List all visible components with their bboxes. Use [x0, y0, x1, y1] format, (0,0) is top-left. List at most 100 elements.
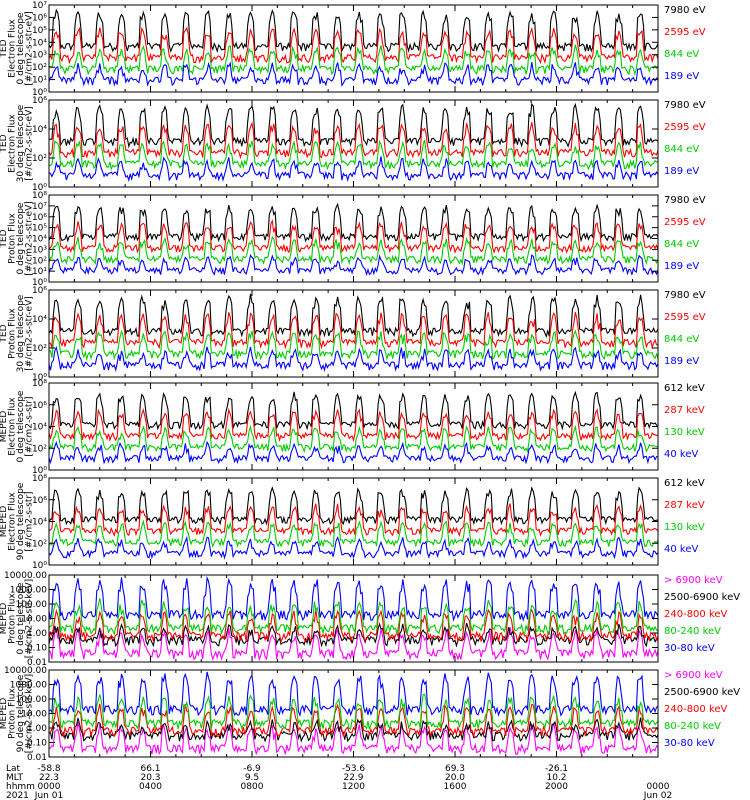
y-tick-label: 10⁶ [32, 496, 47, 506]
x-tick-label-hhmm: 1200 [342, 782, 365, 792]
series-3-3 [48, 235, 659, 266]
y-tick-label: 10² [32, 256, 47, 266]
y-tick-label: 10⁶ [32, 286, 47, 296]
y-tick-label: 100.00 [16, 695, 48, 705]
legend-entry: 240-800 keV [664, 704, 728, 715]
legend-entry: 2595 eV [664, 217, 706, 228]
x-tick-label-mlt: 20.3 [140, 773, 160, 783]
series-6-2 [48, 503, 659, 537]
legend-entry: 80-240 keV [664, 721, 721, 732]
legend-entry: 2500-6900 keV [664, 592, 740, 603]
legend-entry: 7980 eV [664, 5, 706, 16]
y-tick-label: 0.01 [27, 658, 47, 668]
y-axis-label: Electron Flux [8, 19, 18, 78]
x-tick-label-mlt: 9.5 [245, 773, 259, 783]
series-1-4 [48, 61, 658, 87]
y-tick-label: 10⁴ [32, 315, 47, 325]
x-tick-label-lat: 66.1 [140, 764, 160, 774]
series-1-2 [48, 26, 659, 65]
y-tick-label: 10⁸ [32, 379, 47, 389]
series-4-1 [48, 293, 659, 338]
legend-entry: 30-80 keV [664, 738, 715, 749]
x-row-label: MLT [6, 773, 24, 783]
y-tick-label: 10⁴ [32, 38, 47, 48]
y-tick-label: 10⁸ [32, 191, 47, 201]
y-axis-label: [#/cm2-s-str-keV] [25, 674, 35, 753]
legend-entry: > 6900 keV [664, 575, 723, 586]
y-axis-label: 0 deg telescope [16, 390, 26, 462]
y-tick-label: 10³ [32, 51, 47, 61]
y-axis-label: TED [0, 324, 9, 343]
y-axis-label: [#/cm2-s-str-eV] [25, 296, 35, 371]
series-7-4 [48, 598, 659, 636]
chart-panel-7: 0.01 0.10 1.00 10.00 100.00 1000.00 10000.00 ME… [0, 571, 740, 668]
y-tick-label: 0.10 [27, 739, 47, 749]
y-tick-label: 10² [32, 539, 47, 549]
y-axis-label: TED [0, 229, 9, 248]
legend-entry: 2595 eV [664, 122, 706, 133]
y-axis-label: Proton Flux [8, 308, 18, 359]
legend-entry: 189 eV [664, 356, 699, 367]
legend-entry: 40 keV [664, 544, 698, 555]
y-tick-label: 0.01 [27, 753, 47, 763]
x-tick-label-lat: -6.9 [243, 764, 261, 774]
y-tick-label: 10⁷ [32, 202, 47, 212]
x-tick-label-hhmm: 0800 [241, 782, 264, 792]
series-4-3 [48, 329, 659, 362]
y-tick-label: 10000.00 [4, 571, 47, 581]
y-tick-label: 10² [32, 444, 47, 454]
legend-entry: > 6900 keV [664, 670, 723, 681]
x-tick-label-hhmm: 0400 [139, 782, 162, 792]
y-tick-label: 0.10 [27, 644, 47, 654]
y-axis-label: 30 deg telescope [16, 294, 26, 372]
series-5-3 [48, 424, 659, 454]
legend-entry: 189 eV [664, 261, 699, 272]
series-5-1 [48, 390, 659, 431]
legend-entry: 2595 eV [664, 27, 706, 38]
y-axis-label: TED [0, 134, 9, 153]
y-axis-label: [#/cm2-s-str-eV] [25, 201, 35, 276]
legend-entry: 7980 eV [664, 195, 706, 206]
y-tick-label: 10⁴ [32, 423, 47, 433]
y-tick-label: 10⁶ [32, 96, 47, 106]
legend-entry: 189 eV [664, 166, 699, 177]
y-axis-label: [#/cm2-s-str] [25, 491, 35, 551]
series-2-1 [48, 102, 659, 149]
y-tick-label: 10⁷ [32, 1, 47, 11]
y-axis-label: MEPED [0, 506, 9, 538]
x-tick-label-hhmm: 0000 [647, 782, 670, 792]
series-3-4 [48, 253, 659, 277]
y-tick-label: 10⁴ [32, 518, 47, 528]
y-axis-label: 30 deg telescope [16, 104, 26, 182]
x-tick-label-mlt: 10.2 [546, 773, 566, 783]
x-tick-label-lat: 69.3 [445, 764, 465, 774]
y-axis-label: 0 deg telescope [16, 582, 26, 654]
series-5-4 [48, 440, 659, 465]
x-tick-label-hhmm: 0000 [38, 782, 61, 792]
series-8-1 [48, 722, 659, 756]
series-8-5 [48, 671, 659, 718]
x-tick-label-date: Jun 01 [34, 791, 63, 800]
y-tick-label: 10⁰ [32, 561, 47, 571]
y-tick-label: 1.00 [27, 629, 47, 639]
legend-entry: 844 eV [664, 334, 699, 345]
x-tick-label-lat: -58.8 [37, 764, 61, 774]
x-tick-label-mlt: 22.3 [39, 773, 59, 783]
series-4-4 [48, 345, 659, 373]
series-7-2 [48, 622, 659, 648]
y-axis-label: Electron Flux [8, 492, 18, 551]
y-tick-label: 10² [32, 344, 47, 354]
y-tick-label: 10.00 [21, 710, 47, 720]
y-tick-label: 1.00 [27, 724, 47, 734]
series-3-2 [48, 219, 659, 254]
series-1-3 [48, 44, 659, 76]
series-2-3 [48, 139, 659, 171]
y-tick-label: 10⁴ [32, 125, 47, 135]
y-axis-label: 90 deg telescope [16, 674, 26, 752]
series-8-2 [48, 717, 659, 743]
y-tick-label: 10⁵ [32, 224, 47, 234]
y-tick-label: 10⁶ [32, 213, 47, 223]
y-tick-label: 100.00 [16, 600, 48, 610]
